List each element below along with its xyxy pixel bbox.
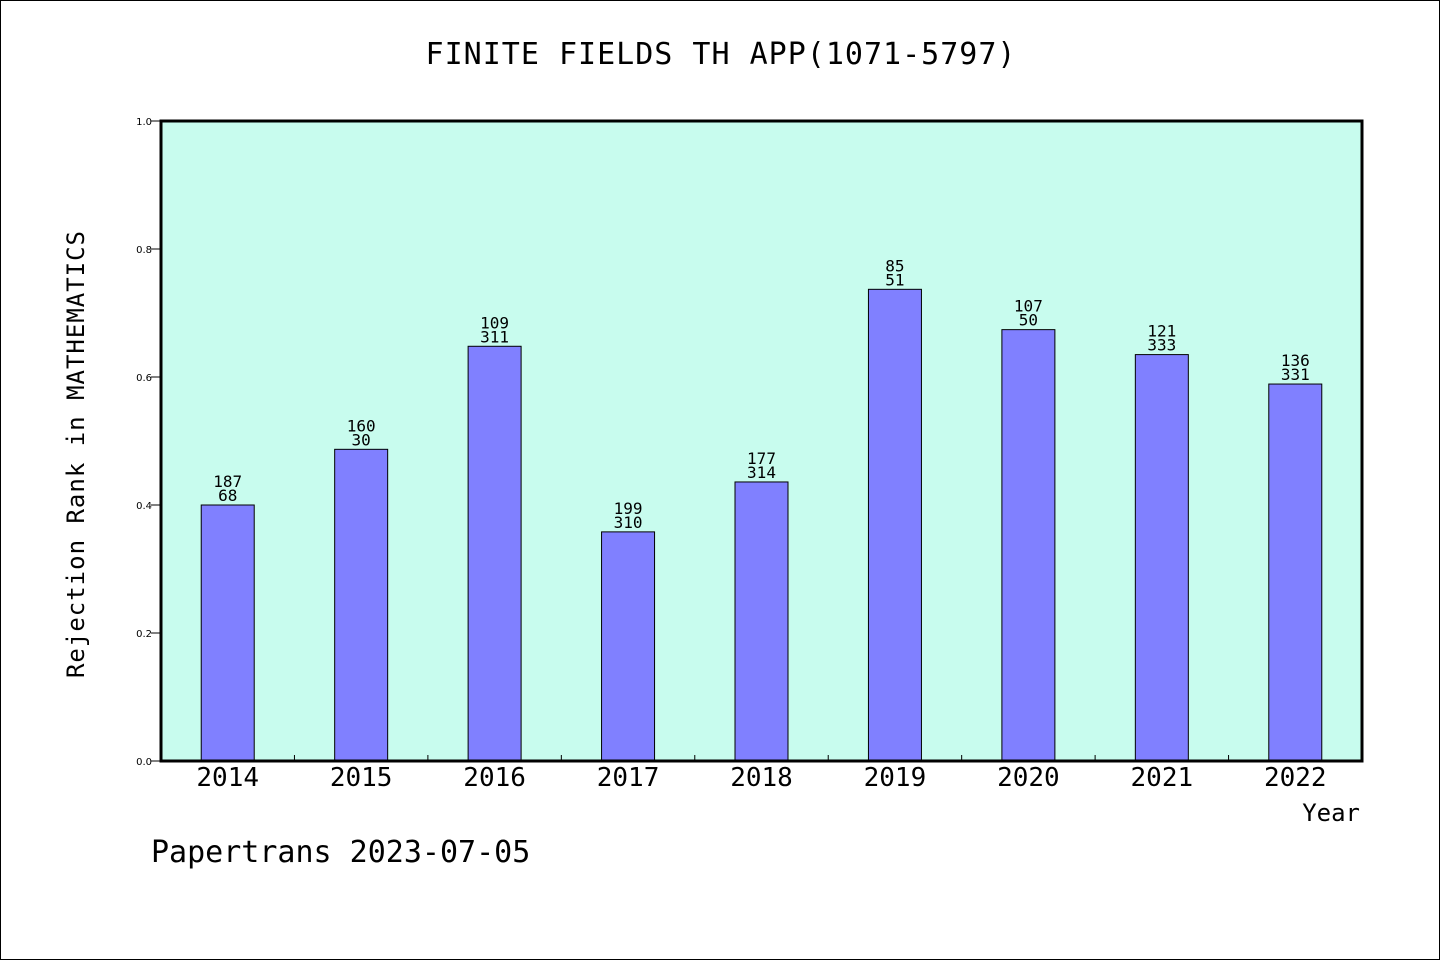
x-tick-label-2022: 2022 [1264, 763, 1327, 793]
bar-label-bottom-2014: 68 [218, 486, 237, 505]
bar-2017 [601, 531, 656, 762]
bar-label-top-2014: 187 [213, 472, 242, 491]
x-tick-label-2015: 2015 [330, 763, 393, 793]
x-tick-label-2018: 2018 [730, 763, 793, 793]
footer-credit: Papertrans 2023-07-05 [151, 835, 531, 870]
bar-2018 [734, 481, 789, 762]
y-tick-label: 0.0 [136, 757, 152, 768]
bar-2020 [1001, 329, 1056, 762]
y-tick-label: 0.2 [136, 629, 152, 640]
bar-label-bottom-2015: 30 [352, 430, 371, 449]
bar-label-bottom-2019: 51 [885, 270, 904, 289]
bar-label-top-2022: 136 [1281, 351, 1310, 370]
bar-label-top-2021: 121 [1147, 322, 1176, 341]
x-axis-label: Year [1302, 799, 1360, 827]
y-tick-label: 0.4 [136, 501, 152, 512]
bar-label-bottom-2018: 314 [747, 463, 776, 482]
plot-border [159, 119, 1364, 763]
bar-2022 [1268, 383, 1323, 762]
bar-label-bottom-2017: 310 [614, 513, 643, 532]
bar-label-bottom-2020: 50 [1019, 311, 1038, 330]
bar-label-top-2019: 85 [885, 256, 904, 275]
bar-label-top-2018: 177 [747, 449, 776, 468]
bar-label-top-2020: 107 [1014, 297, 1043, 316]
chart-title: FINITE FIELDS TH APP(1071-5797) [425, 37, 1017, 72]
bar-label-bottom-2022: 331 [1281, 365, 1310, 384]
x-tick-label-2014: 2014 [196, 763, 259, 793]
bar-2015 [334, 448, 389, 762]
y-tick-label: 1.0 [136, 117, 152, 128]
bar-2021 [1134, 354, 1189, 762]
x-tick-label-2019: 2019 [864, 763, 927, 793]
x-tick-label-2020: 2020 [997, 763, 1060, 793]
bar-label-bottom-2021: 333 [1147, 336, 1176, 355]
x-tick-label-2021: 2021 [1131, 763, 1194, 793]
x-tick-label-2017: 2017 [597, 763, 660, 793]
bar-label-top-2015: 160 [347, 416, 376, 435]
bar-label-top-2016: 109 [480, 313, 509, 332]
y-tick-label: 0.6 [136, 373, 152, 384]
bar-2014 [200, 504, 255, 762]
bar-2019 [867, 288, 922, 762]
bar-2016 [467, 345, 522, 762]
bar-label-bottom-2016: 311 [480, 327, 509, 346]
y-tick-label: 0.8 [136, 245, 152, 256]
bar-label-top-2017: 199 [614, 499, 643, 518]
x-tick-label-2016: 2016 [463, 763, 526, 793]
